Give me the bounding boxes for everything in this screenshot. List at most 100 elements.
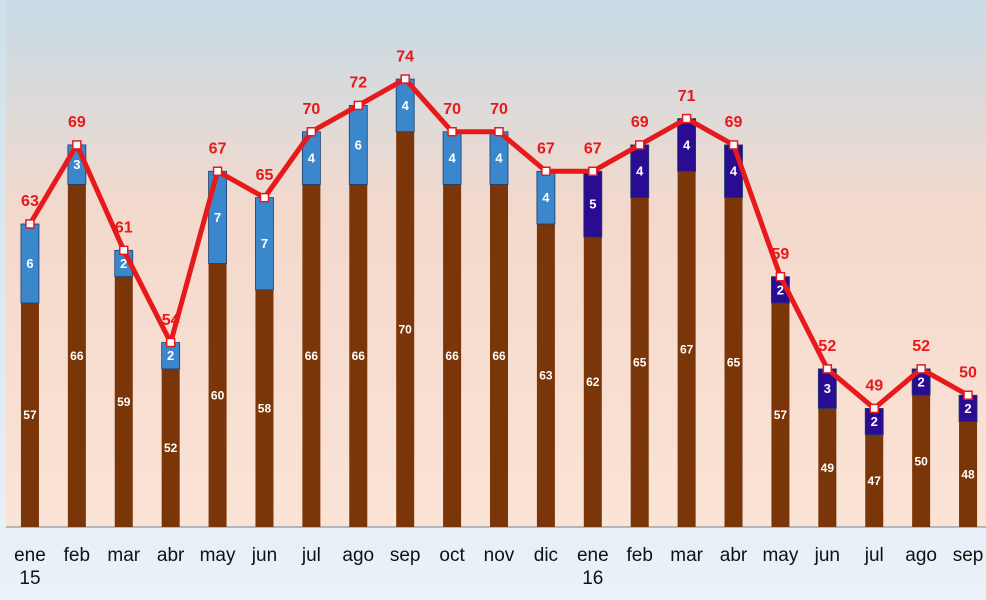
bar-segment — [865, 434, 884, 527]
bar-segment — [630, 197, 649, 527]
line-marker — [72, 140, 82, 150]
bar-value-label: 4 — [542, 190, 550, 205]
bar-value-label: 4 — [402, 98, 410, 113]
bar-value-label: 59 — [117, 395, 131, 409]
bar-segment — [20, 303, 39, 527]
line-marker — [259, 192, 270, 203]
line-value-label: 70 — [302, 101, 320, 118]
x-tick-label: mar — [670, 545, 703, 566]
line-marker — [869, 403, 879, 414]
bar-segment — [724, 197, 743, 527]
x-tick-label: jul — [864, 545, 884, 566]
bar-segment — [349, 184, 368, 527]
bar-value-label: 4 — [495, 151, 503, 166]
line-marker — [494, 127, 504, 137]
x-tick-label: may — [200, 545, 236, 566]
bar-value-label: 50 — [914, 454, 928, 468]
line-value-label: 69 — [68, 114, 86, 131]
x-tick-label-line: ene — [577, 545, 609, 566]
line-value-label: 61 — [115, 220, 133, 237]
bar-value-label: 62 — [586, 375, 600, 389]
x-tick-label: abr — [157, 545, 185, 566]
bar-value-label: 60 — [211, 388, 225, 402]
bar-value-label: 2 — [167, 348, 174, 363]
x-tick-label: oct — [439, 545, 465, 566]
bar-value-label: 65 — [633, 355, 647, 369]
bar-value-label: 47 — [868, 474, 882, 488]
bar-value-label: 6 — [355, 137, 362, 152]
line-value-label: 67 — [209, 140, 227, 157]
bar-value-label: 4 — [308, 151, 316, 166]
line-value-label: 49 — [865, 378, 883, 395]
bar-value-label: 5 — [589, 197, 596, 212]
bar-value-label: 3 — [824, 381, 831, 396]
line-value-label: 65 — [256, 167, 274, 184]
bar-value-label: 67 — [680, 342, 694, 356]
bar-value-label: 66 — [445, 349, 459, 363]
bar-segment — [67, 184, 86, 527]
line-marker — [447, 127, 457, 137]
x-tick-label: feb — [64, 545, 90, 566]
line-marker — [212, 166, 223, 177]
line-value-label: 52 — [912, 338, 930, 355]
x-tick-label: sep — [953, 545, 984, 566]
bar-segment — [583, 237, 602, 527]
line-value-label: 67 — [537, 140, 555, 157]
x-tick-label: jun — [814, 545, 840, 566]
bar-value-label: 4 — [683, 137, 691, 152]
line-marker — [588, 166, 598, 177]
bar-value-label: 70 — [399, 323, 413, 337]
x-tick-label: may — [762, 545, 798, 566]
bar-value-label: 63 — [539, 369, 553, 383]
line-marker — [634, 140, 645, 150]
bar-segment — [114, 276, 133, 527]
x-tick-label: dic — [534, 545, 558, 566]
bar-value-label: 7 — [214, 210, 221, 225]
bar-segment — [396, 131, 415, 527]
bar-value-label: 52 — [164, 441, 178, 455]
bar-value-label: 66 — [305, 349, 319, 363]
x-tick-label: jul — [301, 545, 321, 566]
bar-segment — [302, 184, 321, 527]
bar-segment — [161, 368, 180, 527]
line-marker — [306, 127, 317, 137]
bar-segment — [443, 184, 462, 527]
bar-value-label: 4 — [448, 151, 456, 166]
line-value-label: 69 — [725, 114, 743, 131]
line-value-label: 72 — [349, 75, 367, 92]
line-value-label: 67 — [584, 140, 602, 157]
line-marker — [353, 100, 364, 111]
x-tick-label: ene 15 — [14, 545, 46, 589]
bar-value-label: 4 — [636, 164, 644, 179]
x-tick-label: jun — [251, 545, 277, 566]
bar-segment — [818, 408, 837, 527]
line-marker — [963, 390, 973, 400]
x-tick-label: abr — [720, 545, 748, 566]
bar-segment — [255, 289, 274, 527]
bar-value-label: 57 — [774, 408, 788, 422]
bar-segment — [490, 184, 508, 527]
bar-value-label: 2 — [918, 375, 925, 390]
x-tick-label: ene 16 — [577, 545, 609, 589]
bar-segment — [677, 171, 696, 527]
bar-value-label: 65 — [727, 355, 741, 369]
bar-segment — [959, 421, 978, 527]
bar-value-label: 49 — [821, 461, 835, 475]
line-marker — [681, 113, 692, 124]
x-tick-label-line: ene — [14, 545, 46, 566]
bar-value-label: 3 — [73, 157, 80, 172]
bar-value-label: 2 — [871, 414, 878, 429]
x-tick-label-line: 15 — [19, 568, 40, 589]
x-tick-label: ago — [905, 545, 937, 566]
line-value-label: 74 — [396, 48, 414, 65]
x-tick-label: ago — [342, 545, 374, 566]
line-value-label: 50 — [959, 364, 977, 381]
bar-segment — [912, 395, 931, 527]
line-value-label: 69 — [631, 114, 649, 131]
line-marker — [728, 140, 739, 150]
x-tick-label: sep — [390, 545, 421, 566]
line-value-label: 70 — [490, 101, 508, 118]
bar-segment — [771, 303, 790, 527]
line-value-label: 71 — [678, 88, 696, 105]
